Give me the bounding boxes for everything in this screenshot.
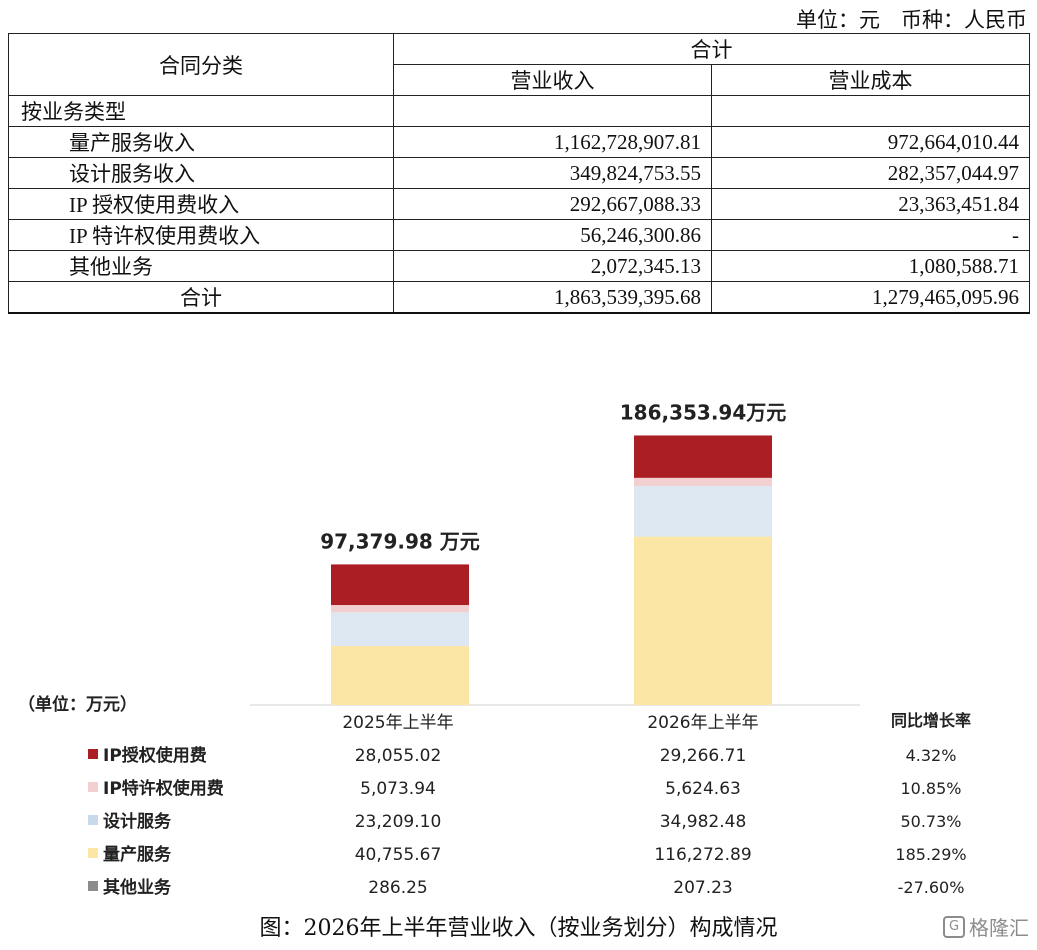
bar-segment-3-0	[331, 645, 469, 705]
currency-unit-label: 单位：元 币种：人民币	[796, 8, 1027, 32]
bar-segment-2-1	[634, 485, 772, 537]
data-value-label: 34,982.48	[660, 812, 747, 832]
table-row: 其他业务 2,072,345.13 1,080,588.71	[8, 250, 1030, 282]
header-total-group: 合计	[393, 33, 1030, 65]
row-revenue: 349,824,753.55	[393, 157, 712, 189]
row-cost: 972,664,010.44	[711, 126, 1030, 158]
legend-swatch	[88, 881, 98, 891]
bar-segment-0-0	[331, 564, 469, 606]
data-value-label: 286.25	[368, 878, 427, 898]
row-name: IP 特许权使用费收入	[8, 219, 394, 251]
row-name: 设计服务收入	[8, 157, 394, 189]
bar-segment-0-1	[634, 435, 772, 478]
bar-total-label: 97,379.98 万元	[320, 529, 480, 553]
growth-value-label: 185.29%	[895, 845, 966, 864]
data-value-label: 5,073.94	[360, 779, 436, 799]
bar-segment-1-0	[331, 605, 469, 613]
row-cost: -	[711, 219, 1030, 251]
row-revenue: 56,246,300.86	[393, 219, 712, 251]
watermark-text: 格隆汇	[969, 916, 1029, 940]
bar-segment-2-0	[331, 612, 469, 646]
legend-label: 量产服务	[103, 844, 172, 865]
legend-label: 其他业务	[103, 877, 172, 898]
data-value-label: 28,055.02	[355, 746, 442, 766]
table-row: 设计服务收入 349,824,753.55 282,357,044.97	[8, 157, 1030, 189]
row-name: 其他业务	[8, 250, 394, 282]
legend-swatch	[88, 782, 98, 792]
row-revenue: 292,667,088.33	[393, 188, 712, 220]
growth-value-label: 10.85%	[900, 779, 961, 798]
growth-value-label: 50.73%	[900, 812, 961, 831]
watermark: G 格隆汇	[943, 912, 1029, 941]
category-label: 2026年上半年	[647, 713, 758, 733]
legend-swatch	[88, 848, 98, 858]
data-value-label: 40,755.67	[355, 845, 442, 865]
data-value-label: 116,272.89	[654, 845, 751, 865]
legend-label: IP特许权使用费	[103, 778, 224, 799]
header-revenue: 营业收入	[393, 64, 712, 96]
data-value-label: 23,209.10	[355, 812, 442, 832]
legend-swatch	[88, 815, 98, 825]
table-header-row: 合同分类 合计	[8, 33, 1030, 96]
legend-swatch	[88, 749, 98, 759]
legend-label: IP授权使用费	[103, 745, 207, 766]
table-row: 量产服务收入 1,162,728,907.81 972,664,010.44	[8, 126, 1030, 158]
section-empty-cell	[393, 95, 712, 127]
growth-header: 同比增长率	[891, 711, 971, 730]
data-value-label: 29,266.71	[660, 746, 747, 766]
table-total-row: 合计 1,863,539,395.68 1,279,465,095.96	[8, 281, 1030, 314]
total-name: 合计	[8, 281, 394, 314]
bar-segment-3-1	[634, 536, 772, 705]
row-revenue: 2,072,345.13	[393, 250, 712, 282]
row-cost: 1,080,588.71	[711, 250, 1030, 282]
row-name: IP 授权使用费收入	[8, 188, 394, 220]
legend-label: 设计服务	[103, 811, 172, 832]
watermark-logo-icon: G	[943, 915, 965, 938]
data-value-label: 207.23	[673, 878, 732, 898]
revenue-stacked-bar-chart: 97,379.98 万元 186,353.94万元 （单位：万元） 2025年上半年 2…	[18, 400, 971, 898]
row-cost: 282,357,044.97	[711, 157, 1030, 189]
figure-caption: 图：2026年上半年营业收入（按业务划分）构成情况	[259, 916, 778, 941]
revenue-cost-table: 合同分类 合计 营业收入 营业成本 按业务类型 量产服务收入 1,162,728…	[8, 33, 1030, 314]
unit-label: （单位：万元）	[18, 694, 137, 715]
bar-segment-1-1	[634, 477, 772, 486]
table-row: IP 特许权使用费收入 56,246,300.86 -	[8, 219, 1030, 251]
table-section-row: 按业务类型	[8, 95, 1030, 127]
total-cost: 1,279,465,095.96	[711, 281, 1030, 314]
section-label: 按业务类型	[8, 95, 394, 127]
section-empty-cell	[711, 95, 1030, 127]
category-label: 2025年上半年	[342, 713, 453, 733]
table-subheader-row: 营业收入 营业成本	[9, 64, 1030, 96]
total-revenue: 1,863,539,395.68	[393, 281, 712, 314]
growth-value-label: -27.60%	[898, 878, 965, 897]
data-value-label: 5,624.63	[665, 779, 741, 799]
bar-total-label: 186,353.94万元	[620, 400, 787, 424]
row-revenue: 1,162,728,907.81	[393, 126, 712, 158]
row-cost: 23,363,451.84	[711, 188, 1030, 220]
table-row: IP 授权使用费收入 292,667,088.33 23,363,451.84	[8, 188, 1030, 220]
header-contract-category: 合同分类	[8, 33, 394, 96]
growth-value-label: 4.32%	[906, 746, 957, 765]
row-name: 量产服务收入	[8, 126, 394, 158]
header-cost: 营业成本	[711, 64, 1030, 96]
